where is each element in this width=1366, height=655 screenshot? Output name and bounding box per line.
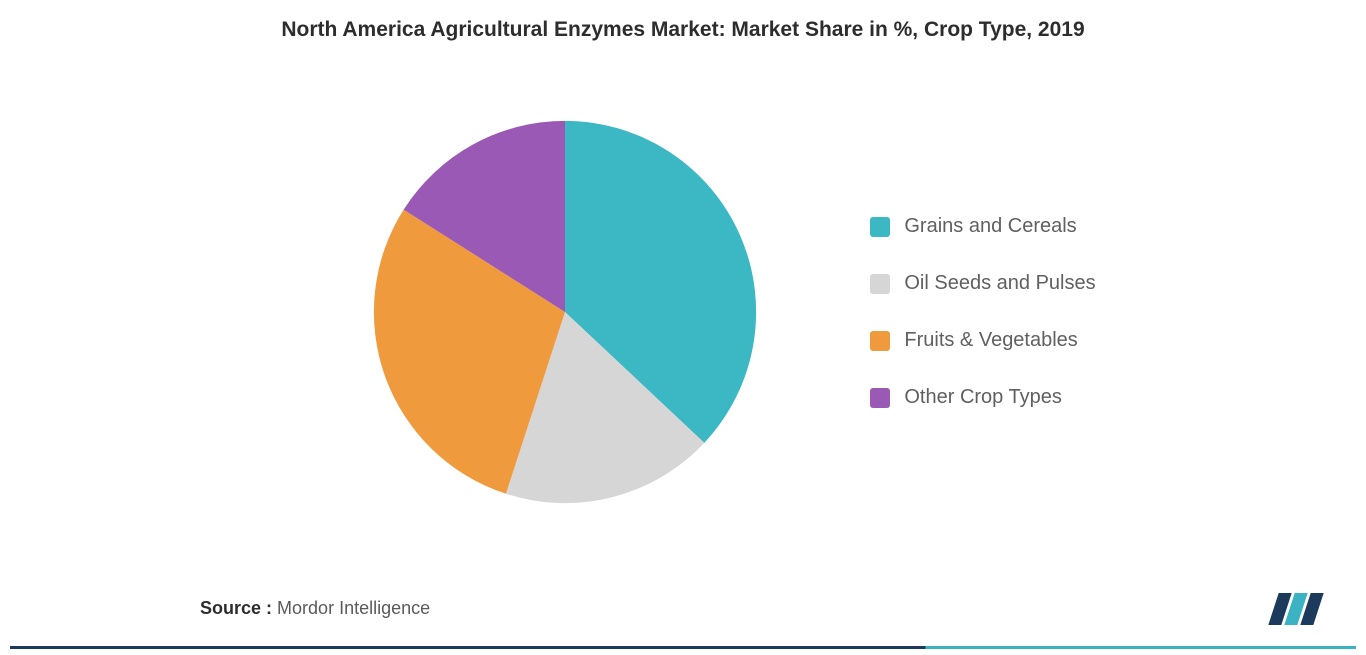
- source-line: Source : Mordor Intelligence: [200, 598, 430, 619]
- legend-item-0: Grains and Cereals: [870, 215, 1095, 238]
- chart-body: Grains and Cereals Oil Seeds and Pulses Fr…: [0, 72, 1366, 552]
- legend-label: Fruits & Vegetables: [904, 329, 1077, 352]
- legend-swatch: [870, 274, 890, 294]
- legend-item-2: Fruits & Vegetables: [870, 329, 1095, 352]
- legend-swatch: [870, 217, 890, 237]
- legend: Grains and Cereals Oil Seeds and Pulses Fr…: [870, 215, 1095, 409]
- source-value: Mordor Intelligence: [277, 598, 430, 618]
- pie-chart: [370, 117, 760, 507]
- legend-label: Oil Seeds and Pulses: [904, 272, 1095, 295]
- mordor-logo-icon: [1266, 589, 1330, 629]
- legend-swatch: [870, 388, 890, 408]
- legend-label: Grains and Cereals: [904, 215, 1076, 238]
- legend-label: Other Crop Types: [904, 386, 1061, 409]
- chart-container: North America Agricultural Enzymes Marke…: [0, 0, 1366, 655]
- pie-svg: [370, 117, 760, 507]
- legend-item-3: Other Crop Types: [870, 386, 1095, 409]
- legend-item-1: Oil Seeds and Pulses: [870, 272, 1095, 295]
- source-label: Source :: [200, 598, 272, 618]
- chart-title: North America Agricultural Enzymes Marke…: [0, 0, 1366, 42]
- legend-swatch: [870, 331, 890, 351]
- bottom-accent-bar: [10, 646, 1356, 649]
